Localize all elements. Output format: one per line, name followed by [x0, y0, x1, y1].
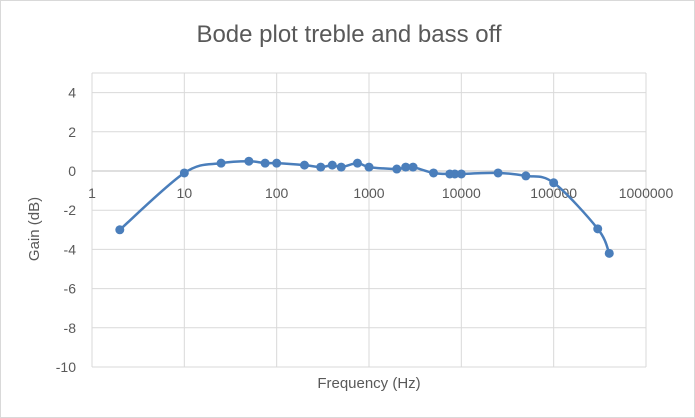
series-line: [118, 159, 611, 254]
data-point: [493, 168, 503, 178]
x-tick-label: 10000: [442, 185, 481, 201]
gridlines: [91, 72, 647, 368]
data-point: [549, 178, 559, 188]
data-point: [299, 160, 309, 170]
data-point: [272, 158, 282, 168]
data-point: [450, 169, 460, 179]
data-point: [401, 162, 411, 172]
data-point: [521, 171, 531, 181]
data-point: [316, 162, 326, 172]
x-axis-title: Frequency (Hz): [317, 375, 420, 392]
data-point: [352, 158, 362, 168]
data-point: [179, 168, 189, 178]
tick-labels: 1 10 100 1000 10000 100000 1000000 4 2 0 -2 -4 -6 -8 -…: [56, 85, 674, 375]
data-point: [593, 224, 603, 234]
chart-title: Bode plot treble and bass off: [196, 21, 501, 48]
x-tick-label: 10: [177, 185, 193, 201]
data-point: [115, 225, 125, 235]
x-tick-label: 100000: [530, 185, 577, 201]
x-tick-label: 1000: [353, 185, 384, 201]
y-tick-label: -6: [64, 281, 77, 297]
data-point: [336, 162, 346, 172]
data-point: [327, 160, 337, 170]
y-tick-label: 2: [68, 124, 76, 140]
data-point: [260, 158, 270, 168]
x-tick-label: 100: [265, 185, 289, 201]
data-point: [429, 168, 439, 178]
data-point: [392, 164, 402, 174]
data-point: [216, 158, 226, 168]
y-tick-label: 0: [68, 163, 76, 179]
x-tick-label: 1000000: [619, 185, 674, 201]
y-axis-title: Gain (dB): [26, 197, 43, 261]
y-tick-label: -10: [56, 359, 76, 375]
x-tick-label: 1: [88, 185, 96, 201]
y-tick-label: -4: [64, 241, 77, 257]
data-point: [364, 162, 374, 172]
data-point: [604, 248, 614, 258]
y-tick-label: 4: [68, 85, 76, 101]
series-points: [115, 156, 614, 258]
y-tick-label: -2: [64, 202, 77, 218]
data-point: [408, 162, 418, 172]
data-point: [244, 156, 254, 166]
data-point: [456, 169, 466, 179]
y-tick-label: -8: [64, 320, 77, 336]
